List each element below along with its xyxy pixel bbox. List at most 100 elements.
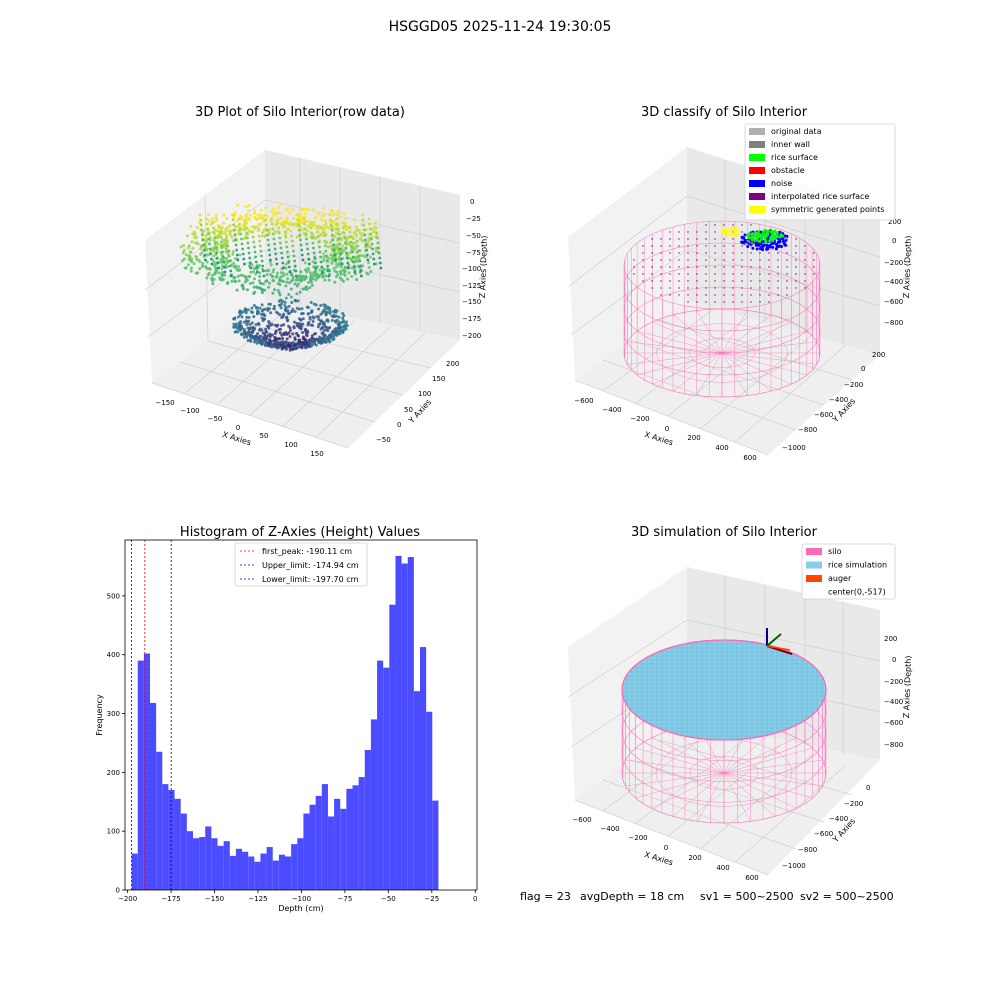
interpolated-point <box>714 245 716 247</box>
raw-data-point <box>372 257 376 261</box>
raw-data-point <box>251 281 255 285</box>
raw-data-point <box>347 271 351 275</box>
raw-data-point <box>252 211 256 215</box>
noise-point <box>756 243 760 247</box>
raw-data-point <box>222 240 226 244</box>
raw-z-tick: 0 <box>470 198 474 206</box>
rice-surface-point <box>766 229 770 233</box>
legend-swatch <box>749 180 765 187</box>
interpolated-point <box>750 245 752 247</box>
raw-data-point <box>236 330 240 334</box>
raw-data-point <box>335 252 339 256</box>
raw-x-tick: −100 <box>180 407 199 415</box>
silo-floor-spoke <box>721 352 772 392</box>
classify-legend-box <box>744 123 896 221</box>
interpolated-point <box>705 231 707 233</box>
raw-data-point <box>243 280 247 284</box>
raw-data-point <box>367 261 371 265</box>
raw-data-point <box>208 267 212 271</box>
raw-data-point <box>312 251 316 255</box>
raw-data-point <box>295 331 299 335</box>
raw-data-point <box>250 306 254 310</box>
raw-floor-pane <box>152 300 460 448</box>
raw-data-point <box>216 261 220 265</box>
figure-suptitle: HSGGD05 2025-11-24 19:30:05 <box>389 19 612 35</box>
interpolated-point <box>723 238 725 240</box>
interpolated-point <box>723 259 725 261</box>
raw-data-point <box>253 250 257 254</box>
raw-data-point <box>244 308 248 312</box>
classify-3d-plot: 3D classify of Silo Interior −600 <box>567 105 913 462</box>
histogram-x-tick-label: −175 <box>161 895 180 903</box>
raw-data-point <box>375 236 379 240</box>
raw-data-point <box>306 268 310 272</box>
raw-data-point <box>370 242 374 246</box>
raw-data-point <box>292 326 296 330</box>
histogram-x-ticks: −200 −175 −150 −125 −100 −75 −50 −25 0 <box>118 890 477 903</box>
raw-data-point <box>323 278 327 282</box>
raw-z-tick: −75 <box>466 249 481 257</box>
raw-data-point <box>268 339 272 343</box>
raw-data-point <box>252 336 256 340</box>
raw-data-point <box>332 266 336 270</box>
interpolated-point <box>705 273 707 275</box>
raw-data-point <box>270 333 274 337</box>
raw-data-point <box>266 269 270 273</box>
histogram-bar <box>370 719 378 890</box>
raw-data-point <box>264 327 268 331</box>
raw-data-point <box>274 329 278 333</box>
interpolated-point <box>660 287 662 289</box>
raw-data-point <box>266 233 269 237</box>
histogram-bar <box>162 784 169 890</box>
interpolated-point <box>732 280 734 282</box>
noise-point <box>783 234 787 238</box>
raw-data-point <box>283 230 287 234</box>
raw-data-point <box>277 231 281 235</box>
raw-data-point <box>241 252 245 256</box>
interpolated-point <box>759 294 761 296</box>
raw-data-point <box>301 227 305 231</box>
interpolated-point <box>759 301 761 303</box>
raw-data-point <box>256 338 260 342</box>
raw-data-point <box>251 230 255 234</box>
raw-data-point <box>368 227 372 231</box>
raw-data-point <box>192 262 196 266</box>
interpolated-point <box>741 259 743 261</box>
interpolated-point <box>633 259 635 261</box>
raw-data-point <box>278 236 282 240</box>
raw-data-point <box>213 261 217 265</box>
raw-data-point <box>240 242 244 246</box>
raw-data-point <box>308 275 312 279</box>
raw-data-point <box>199 244 203 248</box>
raw-data-point <box>340 326 344 330</box>
raw-data-point <box>317 315 321 319</box>
interpolated-point <box>732 259 734 261</box>
classify-legend: original data inner wall rice surface obsta… <box>744 123 896 221</box>
raw-data-point <box>321 326 325 330</box>
raw-data-point <box>273 332 277 336</box>
interpolated-point <box>732 245 734 247</box>
raw-data-point <box>354 225 358 229</box>
raw-data-point <box>200 228 204 232</box>
classify-y-tick: −1000 <box>782 444 806 452</box>
raw-data-point <box>290 343 294 347</box>
raw-data-point <box>318 268 322 272</box>
simulation-x-tick: 600 <box>745 874 758 882</box>
raw-x-tick: −150 <box>155 399 174 407</box>
simulation-y-tick: −400 <box>829 815 848 823</box>
histogram-y-axis-label: Frequency <box>95 694 104 736</box>
histogram-bar <box>229 855 236 890</box>
raw-data-point <box>254 255 257 259</box>
histogram-bar <box>327 816 335 890</box>
interpolated-point <box>741 280 743 282</box>
raw-data-point <box>205 222 209 226</box>
histogram-bar <box>315 795 322 890</box>
raw-data-point <box>246 209 250 213</box>
raw-data-point <box>314 278 318 282</box>
raw-data-point <box>240 216 244 220</box>
raw-y-tick: −50 <box>376 436 391 444</box>
interpolated-point <box>795 287 797 289</box>
raw-x-tick: 0 <box>236 424 240 432</box>
raw-data-point <box>242 237 246 241</box>
simulation-x-tick: 0 <box>664 844 668 852</box>
